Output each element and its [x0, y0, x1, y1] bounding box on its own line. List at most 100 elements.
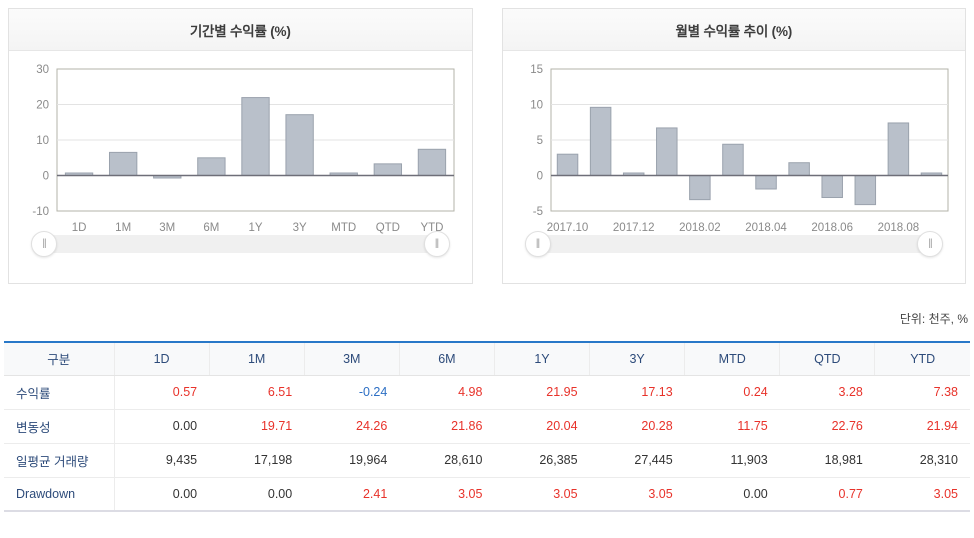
table-header-3y: 3Y — [589, 342, 686, 376]
table-header-category: 구분 — [4, 342, 115, 376]
x-axis-tick-label: 1Y — [248, 222, 262, 234]
table-cell: 0.00 — [209, 477, 305, 512]
table-header-ytd: YTD — [874, 342, 970, 376]
bar[interactable] — [197, 157, 226, 176]
x-axis-tick-label: 3M — [159, 222, 175, 234]
range-slider-handle-right[interactable]: || — [917, 231, 943, 257]
y-axis-tick-label: 10 — [36, 135, 49, 147]
plot-area-monthly-return[interactable]: -5 0 5 10 15 2017.10 2017.12 2018.02 2018.04 2018… — [503, 51, 966, 251]
table-cell: 21.86 — [399, 409, 495, 444]
table-cell: 17,198 — [209, 443, 305, 478]
bar[interactable] — [373, 163, 403, 177]
table-cell: 4.98 — [399, 375, 495, 410]
table-cell: 3.28 — [779, 375, 875, 410]
table-header-qtd: QTD — [779, 342, 876, 376]
range-slider-handle-left[interactable]: || — [31, 231, 57, 257]
bar[interactable] — [721, 143, 744, 177]
table-header-6m: 6M — [399, 342, 495, 376]
bar[interactable] — [688, 175, 711, 201]
x-axis-tick-label: 3Y — [293, 222, 307, 234]
table-cell: 17.13 — [589, 375, 685, 410]
table-cell: 21.95 — [494, 375, 590, 410]
plot-area-period-return[interactable]: -10 0 10 20 30 1D 1M 3M 6M 1Y 3Y MTD QTD YTD — [9, 51, 472, 251]
table-cell: 20.28 — [589, 409, 685, 444]
chart-body-monthly-return: -5 0 5 10 15 2017.10 2017.12 2018.02 2018.04 2018… — [503, 51, 966, 283]
table-cell: 28,310 — [874, 443, 970, 478]
table-cell: 3.05 — [874, 477, 970, 512]
chart-header-period-return: 기간별 수익률 (%) — [9, 9, 472, 51]
table-cell: 28,610 — [399, 443, 495, 478]
y-axis-tick-label: 30 — [36, 64, 49, 76]
table-cell: 3.05 — [494, 477, 590, 512]
table-cell: 11,903 — [684, 443, 780, 478]
table-cell: 0.57 — [114, 375, 210, 410]
y-axis-tick-label: 15 — [530, 64, 543, 76]
chart-header-monthly-return: 월별 수익률 추이 (%) — [502, 9, 965, 51]
table-row: 수익률 0.57 6.51 -0.24 4.98 21.95 17.13 0.24 3.28 7.… — [4, 375, 970, 410]
table-cell: 22.76 — [779, 409, 875, 444]
table-header-1m: 1M — [209, 342, 305, 376]
bar[interactable] — [285, 114, 314, 176]
range-slider-monthly-return[interactable]: || || — [524, 231, 943, 257]
range-slider-handle-left[interactable]: || — [524, 231, 551, 257]
table-cell: 0.00 — [114, 477, 210, 512]
table-cell: 0.24 — [684, 375, 780, 410]
y-axis-tick-label: 20 — [36, 100, 49, 112]
y-axis-tick-label: 0 — [43, 171, 49, 183]
table-cell: 2.41 — [304, 477, 400, 512]
x-axis-tick-label: 2018.08 — [877, 222, 919, 234]
table-cell: 6.51 — [209, 375, 305, 410]
chart-body-period-return: -10 0 10 20 30 1D 1M 3M 6M 1Y 3Y MTD QTD YTD || || — [9, 51, 472, 283]
chart-panel-monthly-return: 월별 수익률 추이 (%) -5 0 5 10 15 2017.10 2017.12 2018… — [501, 8, 966, 284]
x-axis-tick-label: MTD — [331, 222, 356, 234]
range-slider-handle-right[interactable]: || — [423, 231, 450, 257]
range-slider-track[interactable] — [538, 235, 929, 253]
table-row-label: Drawdown — [4, 477, 115, 512]
bar[interactable] — [589, 106, 611, 177]
table-cell: 20.04 — [494, 409, 590, 444]
table-row: Drawdown 0.00 0.00 2.41 3.05 3.05 3.05 0.00 0.77… — [4, 477, 970, 512]
bar[interactable] — [655, 127, 678, 176]
chart-title-period-return: 기간별 수익률 (%) — [189, 23, 291, 39]
table-header-1y: 1Y — [494, 342, 591, 376]
table-header-mtd: MTD — [684, 342, 781, 376]
table-row-label: 수익률 — [4, 375, 115, 410]
table-cell: 9,435 — [114, 443, 210, 478]
x-axis-tick-label: 6M — [203, 222, 219, 234]
bar-chart-monthly-return[interactable]: -5 0 5 10 15 2017.10 2017.12 2018.02 2018.04 2018… — [503, 51, 966, 251]
bar[interactable] — [241, 97, 270, 176]
summary-table: 구분 1D 1M 3M 6M 1Y 3Y MTD QTD YTD 수익률 0.57 6.51 -0.24… — [4, 341, 970, 512]
table-cell: 0.00 — [114, 409, 210, 444]
bar[interactable] — [787, 162, 810, 177]
bar[interactable] — [108, 151, 138, 177]
table-cell: 27,445 — [589, 443, 685, 478]
bar[interactable] — [887, 122, 909, 176]
x-axis-tick-label: 1D — [72, 222, 87, 234]
table-header-1d: 1D — [114, 342, 210, 376]
bar[interactable] — [820, 175, 843, 199]
table-cell: 21.94 — [874, 409, 970, 444]
bar[interactable] — [556, 153, 578, 176]
table-header-row: 구분 1D 1M 3M 6M 1Y 3Y MTD QTD YTD — [4, 342, 970, 376]
y-axis-tick-label: 10 — [530, 100, 543, 112]
bar[interactable] — [754, 175, 777, 190]
table-row: 일평균 거래량 9,435 17,198 19,964 28,610 26,385 27,4… — [4, 443, 970, 478]
bar[interactable] — [854, 175, 876, 206]
table-cell: 19.71 — [209, 409, 305, 444]
range-slider-period-return[interactable]: || || — [31, 231, 450, 257]
x-axis-tick-label: QTD — [376, 222, 400, 234]
x-axis-tick-label: 2017.10 — [546, 222, 588, 234]
range-slider-track[interactable] — [45, 235, 436, 253]
y-axis-tick-label: -5 — [532, 206, 542, 218]
summary-table-head: 구분 1D 1M 3M 6M 1Y 3Y MTD QTD YTD — [4, 342, 970, 376]
table-cell: 24.26 — [304, 409, 400, 444]
unit-note: 단위: 천주, % — [899, 312, 968, 326]
table-cell: 3.05 — [399, 477, 495, 512]
y-axis-tick-label: -10 — [32, 206, 49, 218]
bar[interactable] — [417, 148, 447, 177]
x-axis-tick-label: 2018.04 — [745, 222, 787, 234]
table-row-label: 일평균 거래량 — [4, 443, 115, 478]
table-cell: 0.77 — [779, 477, 875, 512]
